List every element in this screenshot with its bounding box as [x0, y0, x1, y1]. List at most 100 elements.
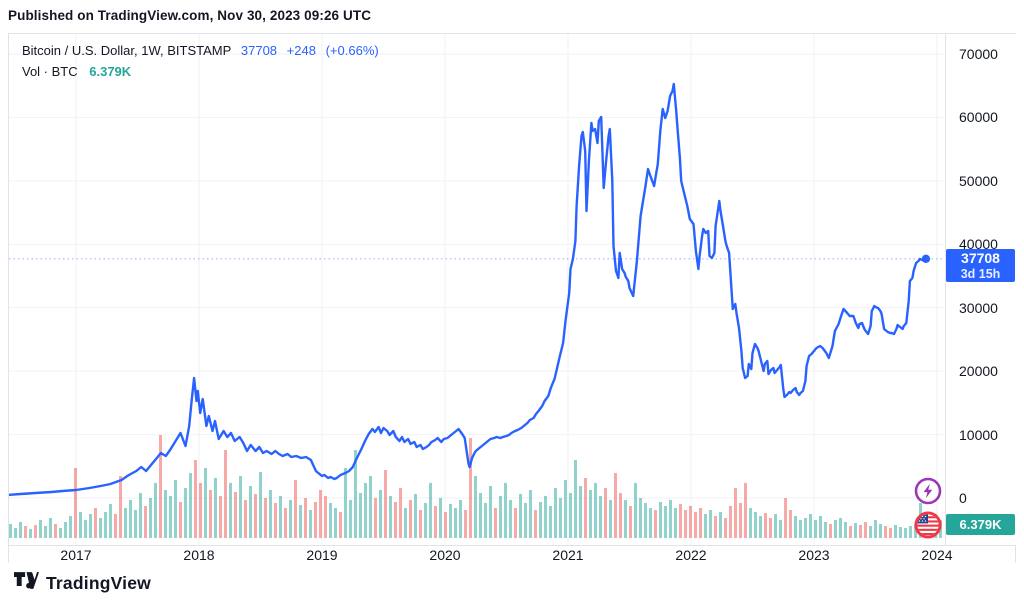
volume-bar [484, 503, 487, 538]
volume-bar [814, 520, 817, 538]
volume-bar [664, 506, 667, 538]
time-scale-label: 2019 [306, 547, 338, 563]
volume-bar [404, 508, 407, 538]
volume-value-label: 6.379K [946, 514, 1015, 535]
volume-bar [339, 512, 342, 538]
volume-bar [274, 503, 277, 538]
volume-bar [714, 516, 717, 538]
volume-bar [564, 480, 567, 538]
volume-bar [444, 512, 447, 538]
volume-bar [859, 525, 862, 538]
volume-bar [579, 486, 582, 538]
time-scale-label: 2022 [675, 547, 707, 563]
volume-bar [494, 508, 497, 538]
volume-bar [799, 520, 802, 538]
tradingview-brand-text: TradingView [46, 572, 151, 593]
volume-bar [824, 522, 827, 538]
volume-bar [214, 478, 217, 538]
volume-bar [349, 500, 352, 538]
volume-bar [614, 473, 617, 538]
volume-bar [909, 526, 912, 538]
volume-bar [754, 512, 757, 538]
volume-bar [329, 503, 332, 538]
volume-bar [914, 524, 917, 538]
volume-bar [34, 525, 37, 538]
volume-bar [604, 488, 607, 538]
last-price-value: 37708 [240, 43, 278, 58]
time-scale-label: 2017 [60, 547, 92, 563]
volume-bar [354, 450, 357, 538]
chart-canvas[interactable] [9, 34, 945, 545]
volume-bar [619, 493, 622, 538]
volume-bar [819, 516, 822, 538]
volume-bar [384, 470, 387, 538]
volume-legend-row[interactable]: Vol · BTC 6.379K [22, 61, 379, 82]
volume-bar [459, 500, 462, 538]
volume-bar [344, 468, 347, 538]
volume-bar [804, 518, 807, 538]
volume-bar [734, 488, 737, 538]
volume-bar [224, 450, 227, 538]
volume-bar [594, 483, 597, 538]
volume-bar [209, 490, 212, 538]
volume-bar [434, 506, 437, 538]
volume-bar [499, 496, 502, 538]
volume-bar [89, 514, 92, 538]
country-flag-button[interactable] [914, 511, 942, 539]
volume-bar [689, 506, 692, 538]
volume-bar [519, 494, 522, 538]
volume-bar [654, 510, 657, 538]
volume-bar [19, 522, 22, 538]
time-scale-label: 2021 [552, 547, 584, 563]
volume-bar [599, 496, 602, 538]
price-scale-label: 40000 [959, 236, 998, 253]
volume-bar [304, 498, 307, 538]
volume-bar [289, 500, 292, 538]
quick-action-button[interactable] [914, 477, 942, 505]
volume-bar [524, 503, 527, 538]
volume-bar [894, 525, 897, 538]
volume-bar [659, 502, 662, 538]
volume-bar [409, 500, 412, 538]
time-scale[interactable]: 2017 2018 2019 2020 2021 2022 2023 2024 [9, 545, 1015, 563]
symbol-title: Bitcoin / U.S. Dollar, 1W, BITSTAMP [22, 43, 232, 58]
volume-bar [259, 472, 262, 538]
time-scale-label: 2020 [429, 547, 461, 563]
volume-bar [194, 460, 197, 538]
volume-bar [864, 522, 867, 538]
volume-bar [234, 492, 237, 538]
volume-bar [419, 510, 422, 538]
volume-bar [554, 488, 557, 538]
symbol-legend-row[interactable]: Bitcoin / U.S. Dollar, 1W, BITSTAMP 3770… [22, 40, 379, 61]
volume-bar [684, 510, 687, 538]
lightning-bolt-icon [914, 477, 942, 508]
volume-bar [174, 480, 177, 538]
volume-bar [299, 505, 302, 538]
volume-bar [424, 503, 427, 538]
volume-bar [29, 529, 32, 538]
volume-bar [779, 520, 782, 538]
volume-bar [639, 498, 642, 538]
chart-legend: Bitcoin / U.S. Dollar, 1W, BITSTAMP 3770… [22, 40, 379, 82]
volume-bar [844, 522, 847, 538]
volume-bar [264, 498, 267, 538]
price-scale-label: 30000 [959, 299, 998, 316]
volume-bar [39, 520, 42, 538]
price-scale[interactable]: 70000 60000 50000 40000 30000 20000 10000 0 [945, 34, 1016, 545]
volume-bar [49, 518, 52, 538]
volume-bar [694, 512, 697, 538]
chart-widget: Bitcoin / U.S. Dollar, 1W, BITSTAMP 3770… [8, 33, 1016, 563]
volume-bar [244, 500, 247, 538]
volume-bar [239, 476, 242, 538]
volume-bar [14, 528, 17, 538]
volume-bar [219, 496, 222, 538]
volume-bar [9, 524, 12, 538]
volume-bar [454, 508, 457, 538]
volume-bar [189, 473, 192, 538]
volume-bar [254, 494, 257, 538]
volume-bar [179, 502, 182, 538]
volume-bar [54, 524, 57, 538]
tradingview-footer-link[interactable]: TradingView [14, 572, 151, 594]
volume-bar [644, 503, 647, 538]
volume-bar [764, 513, 767, 538]
